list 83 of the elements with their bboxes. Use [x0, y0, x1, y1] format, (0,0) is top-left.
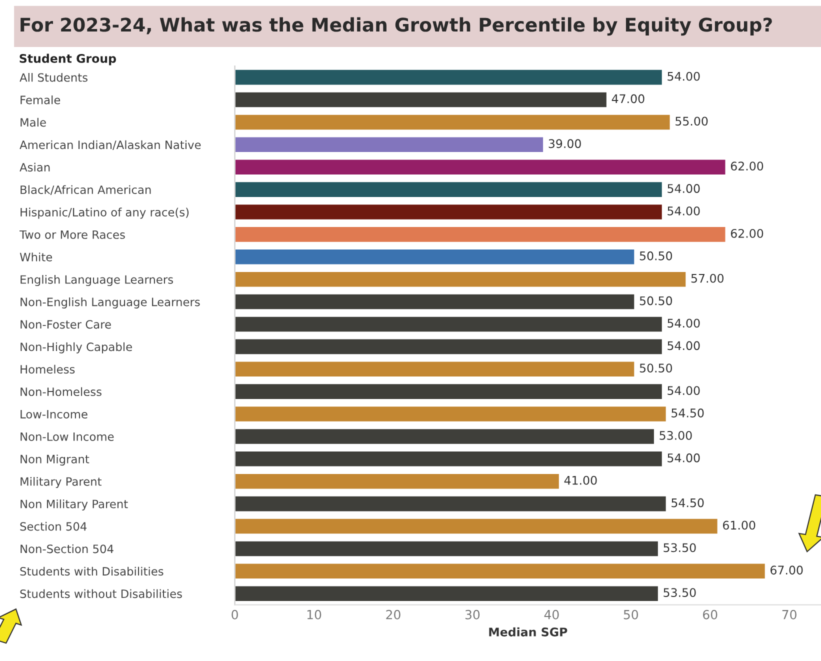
y-tick-label: Non-Homeless	[20, 387, 102, 396]
data-label: 55.00	[676, 116, 708, 126]
data-label: 54.00	[668, 453, 700, 462]
data-label: 50.50	[640, 296, 672, 306]
bar	[234, 270, 688, 288]
data-label: 62.00	[730, 162, 764, 171]
data-label: 54.00	[668, 72, 700, 81]
y-tick-label: Homeless	[20, 364, 75, 374]
data-label: 41.00	[564, 476, 597, 485]
bar	[234, 248, 636, 266]
bar	[234, 584, 660, 602]
data-label: 50.50	[640, 364, 672, 373]
bar	[234, 293, 636, 311]
x-tick-label: 40	[544, 610, 559, 620]
y-tick-label: American Indian/Alaskan Native	[20, 140, 201, 150]
data-label: 54.00	[668, 184, 700, 193]
bar	[234, 428, 656, 446]
y-tick-label: Students with Disabilities	[20, 566, 164, 576]
data-label: 50.50	[640, 251, 672, 260]
data-label: 47.00	[612, 94, 644, 104]
y-tick-label: Non-Section 504	[20, 544, 114, 554]
bar	[234, 517, 719, 536]
y-tick-label: English Language Learners	[20, 275, 173, 286]
x-tick-label: 0	[232, 610, 238, 620]
data-label: 54.00	[668, 386, 700, 395]
bar	[234, 405, 668, 423]
bar	[234, 562, 766, 580]
data-label: 54.00	[668, 206, 700, 216]
y-tick-label: Hispanic/Latino of any race(s)	[20, 208, 189, 219]
y-tick-label: Non-Foster Care	[20, 320, 111, 329]
y-tick-label: Military Parent	[20, 477, 102, 488]
y-tick-label: Low-Income	[20, 410, 88, 419]
x-tick-label: 10	[307, 610, 322, 620]
bar	[234, 158, 727, 176]
bar	[234, 472, 560, 490]
chart-title: For 2023-24, What was the Median Growth Percentile by Equity Group?	[20, 17, 772, 36]
y-tick-label: Non-Highly Capable	[20, 342, 132, 354]
data-label: 67.00	[770, 566, 803, 575]
bar	[234, 382, 664, 400]
bar	[234, 90, 608, 109]
bar	[234, 315, 664, 334]
bar	[234, 136, 544, 154]
y-tick-label: Two or More Races	[19, 230, 125, 239]
data-label: 57.00	[691, 274, 724, 283]
bar	[234, 226, 727, 244]
y-tick-label: Non-English Language Learners	[20, 297, 200, 308]
x-tick-label: 20	[386, 610, 400, 620]
data-label: 62.00	[730, 228, 764, 238]
x-tick-label: 50	[624, 610, 638, 620]
x-tick-label: 30	[465, 610, 480, 620]
bar	[234, 180, 664, 198]
x-tick-label: 70	[782, 610, 796, 620]
y-tick-label: Female	[20, 95, 60, 104]
data-label: 53.00	[660, 430, 692, 440]
bar	[234, 495, 668, 513]
bar	[234, 113, 672, 131]
y-tick-label: Male	[20, 118, 46, 127]
bar	[234, 68, 664, 86]
y-tick-label: White	[20, 252, 52, 262]
y-tick-label: Non Military Parent	[20, 499, 128, 510]
x-tick-label: 60	[703, 610, 718, 620]
y-axis-title: Student Group	[20, 54, 116, 66]
bar	[234, 203, 664, 221]
data-label: 61.00	[723, 520, 756, 530]
y-tick-label: Section 504	[20, 522, 87, 531]
y-tick-label: Students without Disabilities	[20, 589, 182, 598]
data-label: 53.50	[664, 588, 696, 598]
data-label: 39.00	[548, 139, 581, 148]
data-label: 54.00	[668, 318, 700, 328]
bar	[234, 360, 636, 378]
bar	[234, 450, 664, 468]
y-tick-label: Asian	[20, 162, 50, 172]
data-label: 54.50	[672, 408, 704, 418]
x-axis-title: Median SGP	[489, 627, 568, 636]
data-label: 53.50	[664, 543, 696, 552]
y-tick-label: All Students	[20, 72, 88, 82]
bar	[234, 540, 660, 558]
y-tick-label: Black/African American	[20, 185, 151, 195]
data-label: 54.00	[668, 341, 700, 350]
bar	[234, 338, 664, 356]
y-tick-label: Non Migrant	[20, 454, 90, 466]
data-label: 54.50	[672, 498, 704, 508]
y-tick-label: Non-Low Income	[20, 432, 114, 441]
